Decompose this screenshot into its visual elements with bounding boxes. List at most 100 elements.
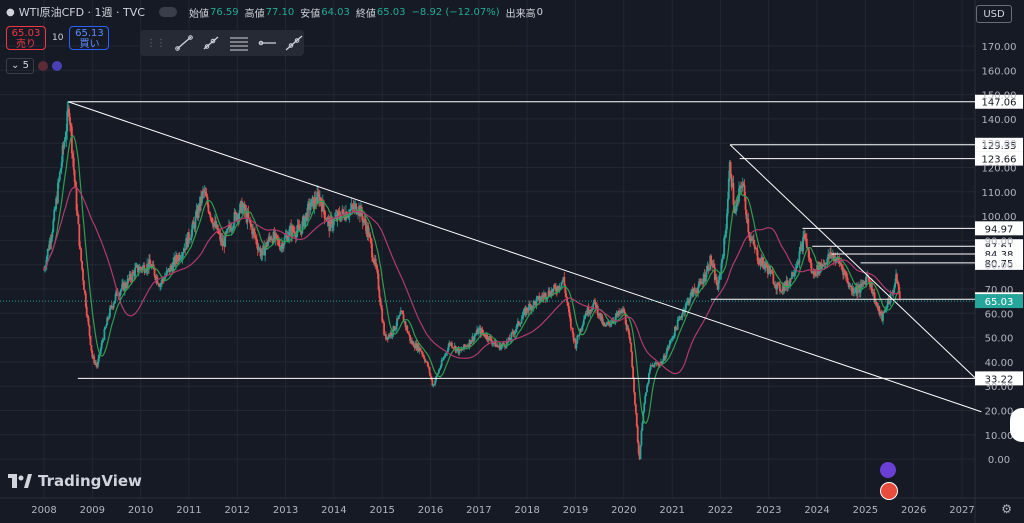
settings-icon[interactable]: ⚙ — [1001, 502, 1012, 516]
candle-body — [105, 325, 108, 328]
candle-body — [138, 266, 141, 271]
refresh-icon[interactable] — [51, 61, 62, 71]
candle-body — [147, 263, 149, 270]
candle-body — [656, 363, 659, 365]
buy-button[interactable]: 65.13 買い — [69, 26, 110, 50]
candle-body — [815, 275, 818, 277]
candle-body — [617, 311, 620, 316]
trend-line-icon[interactable] — [174, 34, 193, 52]
candle-body — [621, 308, 624, 314]
candle-body — [273, 231, 276, 240]
candle-body — [640, 430, 643, 446]
alert-icon[interactable] — [37, 61, 48, 71]
candle-body — [285, 234, 288, 237]
candle-body — [849, 285, 852, 287]
symbol-title[interactable]: WTI原油CFD · 1週 · TVC — [18, 6, 145, 19]
candle-body — [826, 258, 829, 265]
indicator-count-value: 5 — [22, 60, 29, 71]
drag-handle-icon[interactable]: ⋮⋮ — [146, 37, 166, 49]
candle-body — [691, 289, 694, 297]
candle-body — [559, 286, 562, 288]
candle-body — [869, 280, 871, 288]
candle-body — [567, 302, 569, 307]
candle-body — [280, 246, 282, 250]
indicator-count[interactable]: ⌄ 5 — [6, 58, 34, 74]
candle-body — [69, 117, 71, 125]
candle-body — [228, 225, 231, 228]
candle-body — [591, 309, 594, 311]
candle-body — [301, 221, 304, 234]
candle-body — [385, 336, 388, 340]
candle-body — [478, 328, 481, 329]
candle-body — [621, 310, 623, 314]
candle-body — [190, 229, 193, 239]
candle-body — [209, 213, 212, 218]
candle-body — [860, 283, 863, 285]
candle-body — [808, 257, 811, 261]
candle-body — [754, 248, 757, 250]
candle-body — [856, 286, 858, 294]
candle-body — [236, 215, 239, 221]
fib-icon[interactable] — [229, 34, 249, 52]
us-flag-icon[interactable] — [880, 482, 898, 500]
candle-body — [686, 301, 688, 303]
candle-body — [630, 343, 633, 353]
candle-body — [880, 311, 883, 313]
candle-body — [660, 361, 662, 364]
candle-body — [674, 326, 677, 329]
candle-body — [242, 203, 245, 207]
candle-body — [845, 276, 848, 278]
candle-body — [506, 341, 509, 343]
candle-body — [418, 347, 421, 352]
candle-body — [70, 126, 73, 154]
candle-body — [346, 212, 348, 218]
candle-body — [541, 296, 543, 298]
extended-line-icon[interactable] — [285, 34, 304, 52]
scroll-handle[interactable] — [1010, 408, 1024, 442]
candle-body — [492, 342, 495, 344]
candle-body — [561, 280, 564, 283]
candle-body — [694, 290, 697, 292]
candle-body — [622, 308, 625, 312]
candle-body — [761, 257, 764, 266]
candle-body — [624, 313, 627, 324]
candle-body — [153, 269, 156, 277]
candle-body — [274, 233, 277, 240]
candle-body — [346, 216, 349, 218]
candle-body — [881, 312, 883, 321]
candle-body — [529, 304, 531, 306]
candle-body — [444, 353, 447, 357]
candle-body — [556, 286, 559, 293]
candle-body — [443, 356, 446, 358]
price-level-label: 129.35 — [982, 141, 1017, 152]
candle-body — [167, 268, 170, 271]
candle-body — [377, 273, 380, 290]
candle-body — [834, 257, 837, 263]
candle-body — [415, 343, 418, 350]
candle-body — [368, 234, 371, 237]
candle-body — [702, 274, 705, 285]
visibility-toggle-icon[interactable] — [158, 7, 177, 17]
candle-body — [734, 211, 737, 213]
candle-body — [527, 310, 529, 311]
lightning-icon[interactable] — [880, 462, 896, 478]
candle-body — [260, 255, 263, 257]
candle-body — [539, 299, 542, 302]
candle-body — [74, 181, 77, 187]
candle-body — [648, 368, 651, 374]
sell-button[interactable]: 65.03 売り — [6, 26, 46, 50]
candle-body — [628, 332, 631, 339]
candle-body — [687, 299, 689, 302]
currency-selector[interactable]: USD — [976, 5, 1012, 23]
price-level-label: 84.38 — [985, 250, 1014, 261]
ray-icon[interactable] — [201, 34, 220, 52]
candle-body — [231, 227, 234, 229]
horizontal-ray-icon[interactable] — [257, 34, 277, 52]
candle-body — [862, 282, 865, 284]
candle-body — [132, 272, 135, 273]
candle-body — [259, 248, 262, 257]
candle-body — [228, 225, 230, 229]
candle-body — [464, 344, 466, 347]
candle-body — [597, 315, 600, 317]
